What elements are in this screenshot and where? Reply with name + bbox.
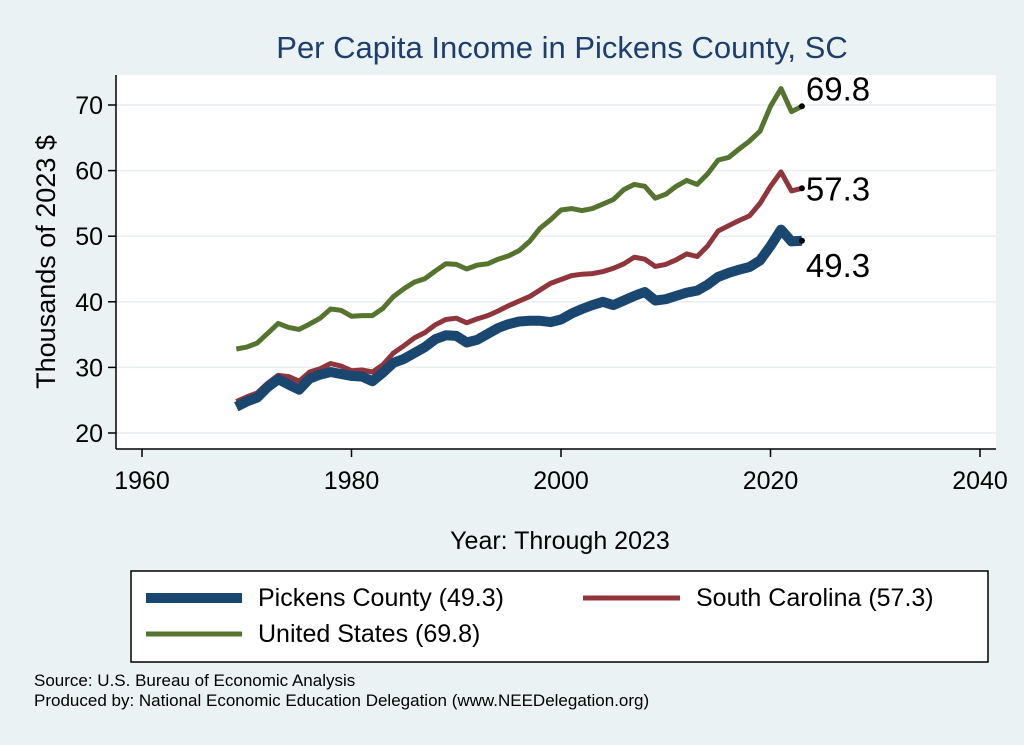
chart-title: Per Capita Income in Pickens County, SC (276, 30, 847, 65)
legend: Pickens County (49.3) South Carolina (57.… (130, 570, 989, 663)
x-tick-label: 1960 (114, 467, 170, 495)
end-point-marker (798, 103, 805, 110)
y-tick-label: 20 (75, 420, 103, 448)
x-tick-label: 2020 (743, 467, 799, 495)
y-tick-label: 50 (75, 223, 103, 251)
axes: 20 30 40 50 60 70 1960 1980 2000 2020 2040 (75, 75, 1008, 495)
x-axis-label: Year: Through 2023 (450, 527, 670, 555)
y-tick-label: 40 (75, 289, 103, 317)
y-tick-label: 70 (75, 92, 103, 120)
producer-note: Produced by: National Economic Education… (34, 691, 650, 710)
y-tick-label: 30 (75, 354, 103, 382)
end-value-label: 57.3 (806, 170, 870, 207)
series-lines (234, 86, 804, 412)
legend-box (130, 570, 989, 663)
legend-label: Pickens County (49.3) (258, 584, 504, 612)
grid-lines (116, 104, 996, 434)
y-axis-label: Thousands of 2023 $ (31, 135, 61, 389)
end-point-marker (798, 185, 805, 192)
x-tick-label: 1980 (324, 467, 380, 495)
legend-label: South Carolina (57.3) (696, 584, 934, 612)
end-value-label: 69.8 (806, 70, 870, 107)
series-line-2 (235, 86, 804, 352)
series-line-1 (235, 169, 803, 404)
y-tick-label: 60 (75, 158, 103, 186)
end-point-marker (798, 237, 805, 244)
x-tick-label: 2040 (952, 467, 1008, 495)
x-tick-label: 2000 (533, 467, 589, 495)
source-note: Source: U.S. Bureau of Economic Analysis (34, 671, 356, 690)
end-value-label: 49.3 (806, 247, 870, 284)
legend-label: United States (69.8) (258, 620, 480, 648)
series-line-0 (234, 224, 803, 412)
end-labels: 49.3 57.3 69.8 (798, 70, 870, 284)
